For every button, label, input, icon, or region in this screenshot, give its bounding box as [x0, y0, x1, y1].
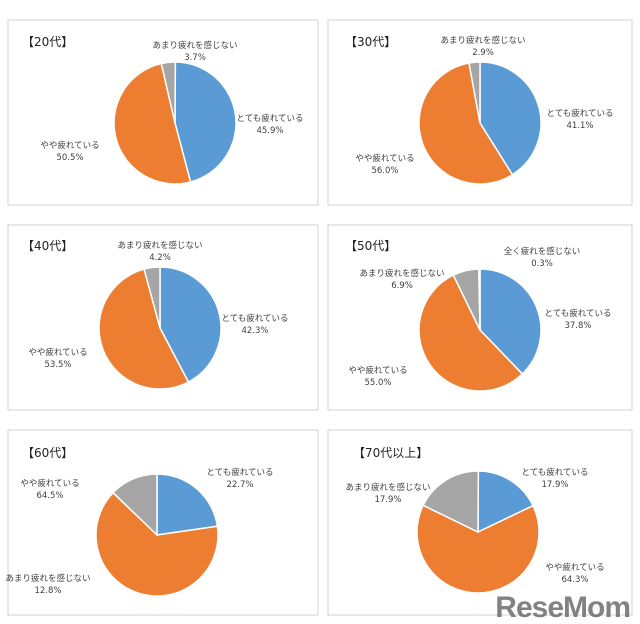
slice-label: やや疲れている — [40, 140, 99, 151]
pie-slice — [159, 266, 222, 384]
slice-value-label: 6.9% — [391, 281, 413, 291]
pie-slice — [95, 491, 219, 597]
slice-label: とても疲れている — [236, 113, 303, 124]
chart-title: 【20代】 — [22, 35, 73, 49]
slice-label: あまり疲れを感じない — [345, 482, 430, 493]
slice-value-label: 41.1% — [566, 121, 593, 131]
slice-value-label: 37.8% — [564, 321, 591, 331]
pie-slice — [143, 266, 161, 329]
pie-slice — [479, 268, 542, 376]
slice-label: とても疲れている — [544, 308, 611, 319]
chart-title: 【40代】 — [22, 239, 73, 253]
slice-label: あまり疲れを感じない — [152, 40, 237, 51]
slice-label: とても疲れている — [221, 313, 288, 324]
slice-label: あまり疲れを感じない — [117, 240, 202, 251]
slice-value-label: 45.9% — [256, 126, 283, 136]
pie-slice — [422, 470, 480, 534]
slice-value-label: 55.0% — [364, 378, 391, 388]
slice-value-label: 53.5% — [44, 360, 71, 370]
slice-value-label: 12.8% — [34, 586, 61, 596]
slice-label: やや疲れている — [20, 478, 79, 489]
slice-value-label: 3.7% — [184, 53, 206, 63]
pie-slice — [478, 268, 481, 331]
slice-value-label: 50.5% — [56, 153, 83, 163]
slice-label: やや疲れている — [348, 365, 407, 376]
pie-slice — [416, 504, 540, 594]
slice-label: とても疲れている — [206, 467, 273, 478]
slice-value-label: 2.9% — [472, 48, 494, 58]
slice-value-label: 4.2% — [149, 253, 171, 263]
pie-slice — [468, 61, 481, 124]
slice-label: やや疲れている — [545, 562, 604, 573]
pie-slice — [477, 470, 535, 534]
pie-slice — [418, 62, 514, 185]
pie-slice — [98, 268, 190, 390]
slice-label: とても疲れている — [521, 467, 588, 478]
slice-value-label: 42.3% — [241, 326, 268, 336]
pie-slice — [174, 61, 237, 183]
chart-title: 【50代】 — [345, 239, 396, 253]
slice-value-label: 22.7% — [226, 480, 253, 490]
slice-label: あまり疲れを感じない — [5, 573, 90, 584]
slice-value-label: 17.9% — [541, 480, 568, 490]
chart-title: 【60代】 — [22, 446, 73, 460]
slice-label: とても疲れている — [546, 108, 613, 119]
slice-value-label: 64.5% — [36, 491, 63, 501]
watermark-logo: ReseMom — [495, 591, 631, 624]
slice-label: やや疲れている — [355, 153, 414, 164]
pie-slice — [156, 473, 219, 536]
slice-label: あまり疲れを感じない — [359, 268, 444, 279]
slice-value-label: 0.3% — [531, 259, 553, 269]
pie-slice — [418, 274, 524, 392]
chart-title: 【30代】 — [345, 35, 396, 49]
pie-slice — [160, 61, 177, 124]
slice-value-label: 64.3% — [561, 575, 588, 585]
chart-title: 【70代以上】 — [353, 446, 428, 460]
pie-slice — [113, 62, 192, 185]
pie-slice — [112, 473, 158, 537]
slice-value-label: 17.9% — [374, 495, 401, 505]
slice-label: やや疲れている — [28, 347, 87, 358]
slice-label: あまり疲れを感じない — [440, 35, 525, 46]
slice-value-label: 56.0% — [371, 166, 398, 176]
slice-label: 全く疲れを感じない — [504, 246, 581, 257]
